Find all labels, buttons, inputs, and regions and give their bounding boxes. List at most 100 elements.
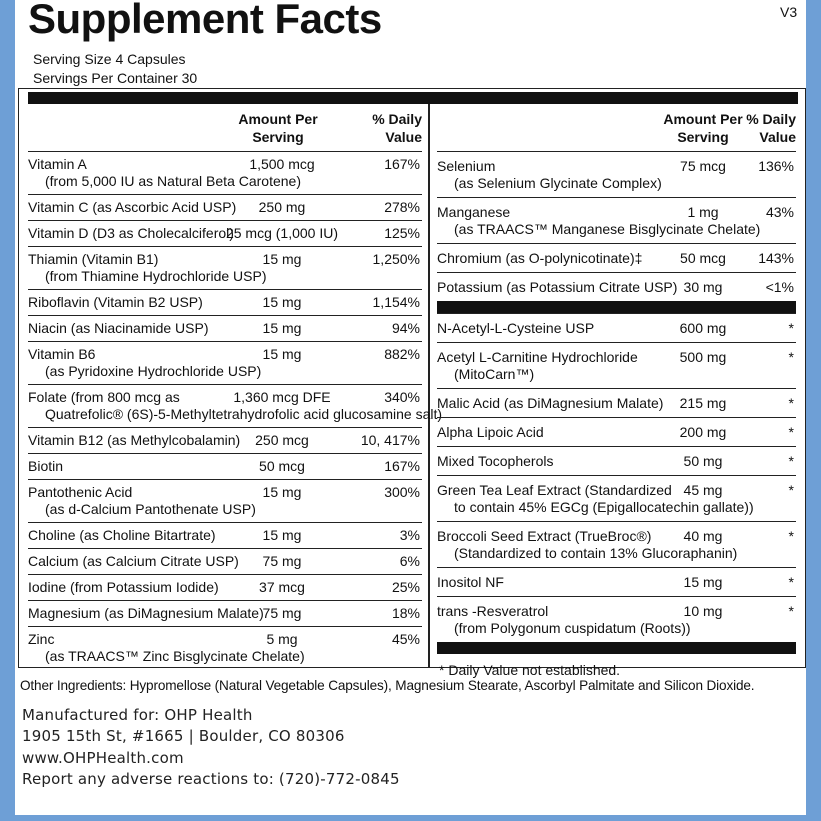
nutrient-source: (as Pyridoxine Hydrochloride USP) (45, 363, 262, 379)
nutrient-row: trans -Resveratrol (from Polygonum cuspid… (437, 596, 796, 642)
nutrient-row: Biotin 50 mcg 167% (28, 453, 422, 479)
column-divider (428, 104, 430, 668)
nutrient-row: Iodine (from Potassium Iodide) 37 mcg 25% (28, 574, 422, 600)
nutrient-row: Vitamin C (as Ascorbic Acid USP) 250 mg 27… (28, 194, 422, 220)
daily-value: 167% (384, 156, 420, 172)
nutrient-row: Pantothenic Acid (as d-Calcium Pantothena… (28, 479, 422, 522)
nutrient-source: (from Thiamine Hydrochloride USP) (45, 268, 267, 284)
nutrient-row: Niacin (as Niacinamide USP) 15 mg 94% (28, 315, 422, 341)
daily-value: * (788, 423, 794, 440)
nutrient-row: Acetyl L-Carnitine Hydrochloride (MitoCar… (437, 342, 796, 388)
nutrient-row: Malic Acid (as DiMagnesium Malate) 215 mg… (437, 388, 796, 417)
daily-value: 10, 417% (360, 432, 420, 448)
nutrient-name: Choline (as Choline Bitartrate) (28, 527, 216, 543)
amount-header: Amount Per Serving (663, 111, 743, 145)
daily-value: * (788, 527, 794, 544)
other-ingredients: Other Ingredients: Hypromellose (Natural… (20, 678, 755, 693)
amount: 1,360 mcg DFE (233, 389, 331, 405)
daily-value: * (788, 452, 794, 469)
amount: 75 mcg (680, 157, 726, 174)
nutrient-name: Chromium (as O-polynicotinate)‡ (437, 249, 643, 266)
nutrient-name: Riboflavin (Vitamin B2 USP) (28, 294, 203, 310)
amount: 50 mcg (259, 458, 305, 474)
manufacturer-line: www.OHPHealth.com (22, 748, 184, 767)
nutrient-source: (as TRAACS™ Manganese Bisglycinate Chela… (454, 220, 761, 237)
nutrient-source: (from 5,000 IU as Natural Beta Carotene) (45, 173, 302, 189)
nutrient-row: Vitamin B6 (as Pyridoxine Hydrochloride U… (28, 341, 422, 384)
daily-value: 1,250% (372, 251, 420, 267)
daily-value: 340% (384, 389, 420, 405)
nutrient-row: Chromium (as O-polynicotinate)‡ 50 mcg 143… (437, 243, 796, 272)
amount: 600 mg (679, 319, 727, 336)
facts-box (18, 88, 806, 668)
daily-value: 18% (391, 605, 420, 621)
amount: 15 mg (262, 294, 302, 310)
nutrient-name: Acetyl L-Carnitine Hydrochloride (437, 348, 638, 365)
nutrient-name: Vitamin B6 (28, 346, 96, 362)
daily-value: 3% (399, 527, 420, 543)
amount: 45 mg (683, 481, 723, 498)
right-column: Amount Per Serving % Daily Value Seleniu… (437, 104, 796, 678)
nutrient-row: Zinc (as TRAACS™ Zinc Bisglycinate Chelat… (28, 626, 422, 669)
nutrient-name: Inositol NF (437, 573, 504, 590)
daily-value: * (788, 348, 794, 365)
daily-value: * (788, 319, 794, 336)
nutrient-row: Broccoli Seed Extract (TrueBroc®) (Standa… (437, 521, 796, 567)
column-header: Amount Per Serving % Daily Value (437, 104, 796, 151)
nutrient-name: Zinc (28, 631, 55, 647)
nutrient-row: Mixed Tocopherols 50 mg * (437, 446, 796, 475)
nutrient-row: Choline (as Choline Bitartrate) 15 mg 3% (28, 522, 422, 548)
daily-value: 125% (384, 225, 420, 241)
amount: 5 mg (266, 631, 298, 647)
nutrient-row: Vitamin D (D3 as Cholecalciferol) 25 mcg … (28, 220, 422, 246)
nutrient-name: Manganese (437, 203, 511, 220)
nutrient-source: (from Polygonum cuspidatum (Roots)) (454, 619, 691, 636)
nutrient-name: Vitamin D (D3 as Cholecalciferol) (28, 225, 234, 241)
nutrient-name: Vitamin B12 (as Methylcobalamin) (28, 432, 241, 448)
nutrient-source: (MitoCarn™) (454, 365, 535, 382)
amount-header: Amount Per Serving (238, 111, 318, 145)
nutrient-source: (as TRAACS™ Zinc Bisglycinate Chelate) (45, 648, 305, 664)
amount: 40 mg (683, 527, 723, 544)
daily-value: 882% (384, 346, 420, 362)
amount: 15 mg (262, 320, 302, 336)
nutrient-source: Quatrefolic® (6S)-5-Methyltetrahydrofoli… (45, 406, 443, 422)
daily-value: 6% (399, 553, 420, 569)
nutrient-row: Calcium (as Calcium Citrate USP) 75 mg 6% (28, 548, 422, 574)
nutrient-name: Mixed Tocopherols (437, 452, 554, 469)
amount: 25 mcg (1,000 IU) (225, 225, 339, 241)
daily-value: 45% (391, 631, 420, 647)
daily-value: * (788, 481, 794, 498)
amount: 50 mg (683, 452, 723, 469)
nutrient-name: Iodine (from Potassium Iodide) (28, 579, 219, 595)
nutrient-row: Vitamin B12 (as Methylcobalamin) 250 mcg 1… (28, 427, 422, 453)
thick-bar (437, 301, 796, 313)
nutrient-name: Potassium (as Potassium Citrate USP) (437, 278, 678, 295)
thick-bar (28, 92, 798, 104)
daily-value: 1,154% (372, 294, 420, 310)
amount: 75 mg (262, 553, 302, 569)
nutrient-source: to contain 45% EGCg (Epigallocatechin ga… (454, 498, 754, 515)
nutrient-name: Pantothenic Acid (28, 484, 133, 500)
dv-header: % Daily Value (372, 111, 422, 145)
amount: 15 mg (262, 484, 302, 500)
daily-value: 25% (391, 579, 420, 595)
amount: 250 mg (258, 199, 306, 215)
nutrient-name: Alpha Lipoic Acid (437, 423, 544, 440)
nutrient-name: N-Acetyl-L-Cysteine USP (437, 319, 595, 336)
daily-value: 43% (765, 203, 794, 220)
manufacturer-line: Manufactured for: OHP Health (22, 706, 253, 724)
daily-value: 94% (391, 320, 420, 336)
thick-bar (437, 642, 796, 654)
amount: 200 mg (679, 423, 727, 440)
nutrient-name: Biotin (28, 458, 64, 474)
nutrient-name: Broccoli Seed Extract (TrueBroc®) (437, 527, 652, 544)
nutrient-row: Green Tea Leaf Extract (Standardized to c… (437, 475, 796, 521)
daily-value: 167% (384, 458, 420, 474)
nutrient-row: Thiamin (Vitamin B1) (from Thiamine Hydro… (28, 246, 422, 289)
daily-value: <1% (765, 278, 794, 295)
daily-value: 278% (384, 199, 420, 215)
nutrient-name: Vitamin A (28, 156, 87, 172)
nutrient-name: Folate (from 800 mcg as (28, 389, 180, 405)
daily-value: * (788, 573, 794, 590)
